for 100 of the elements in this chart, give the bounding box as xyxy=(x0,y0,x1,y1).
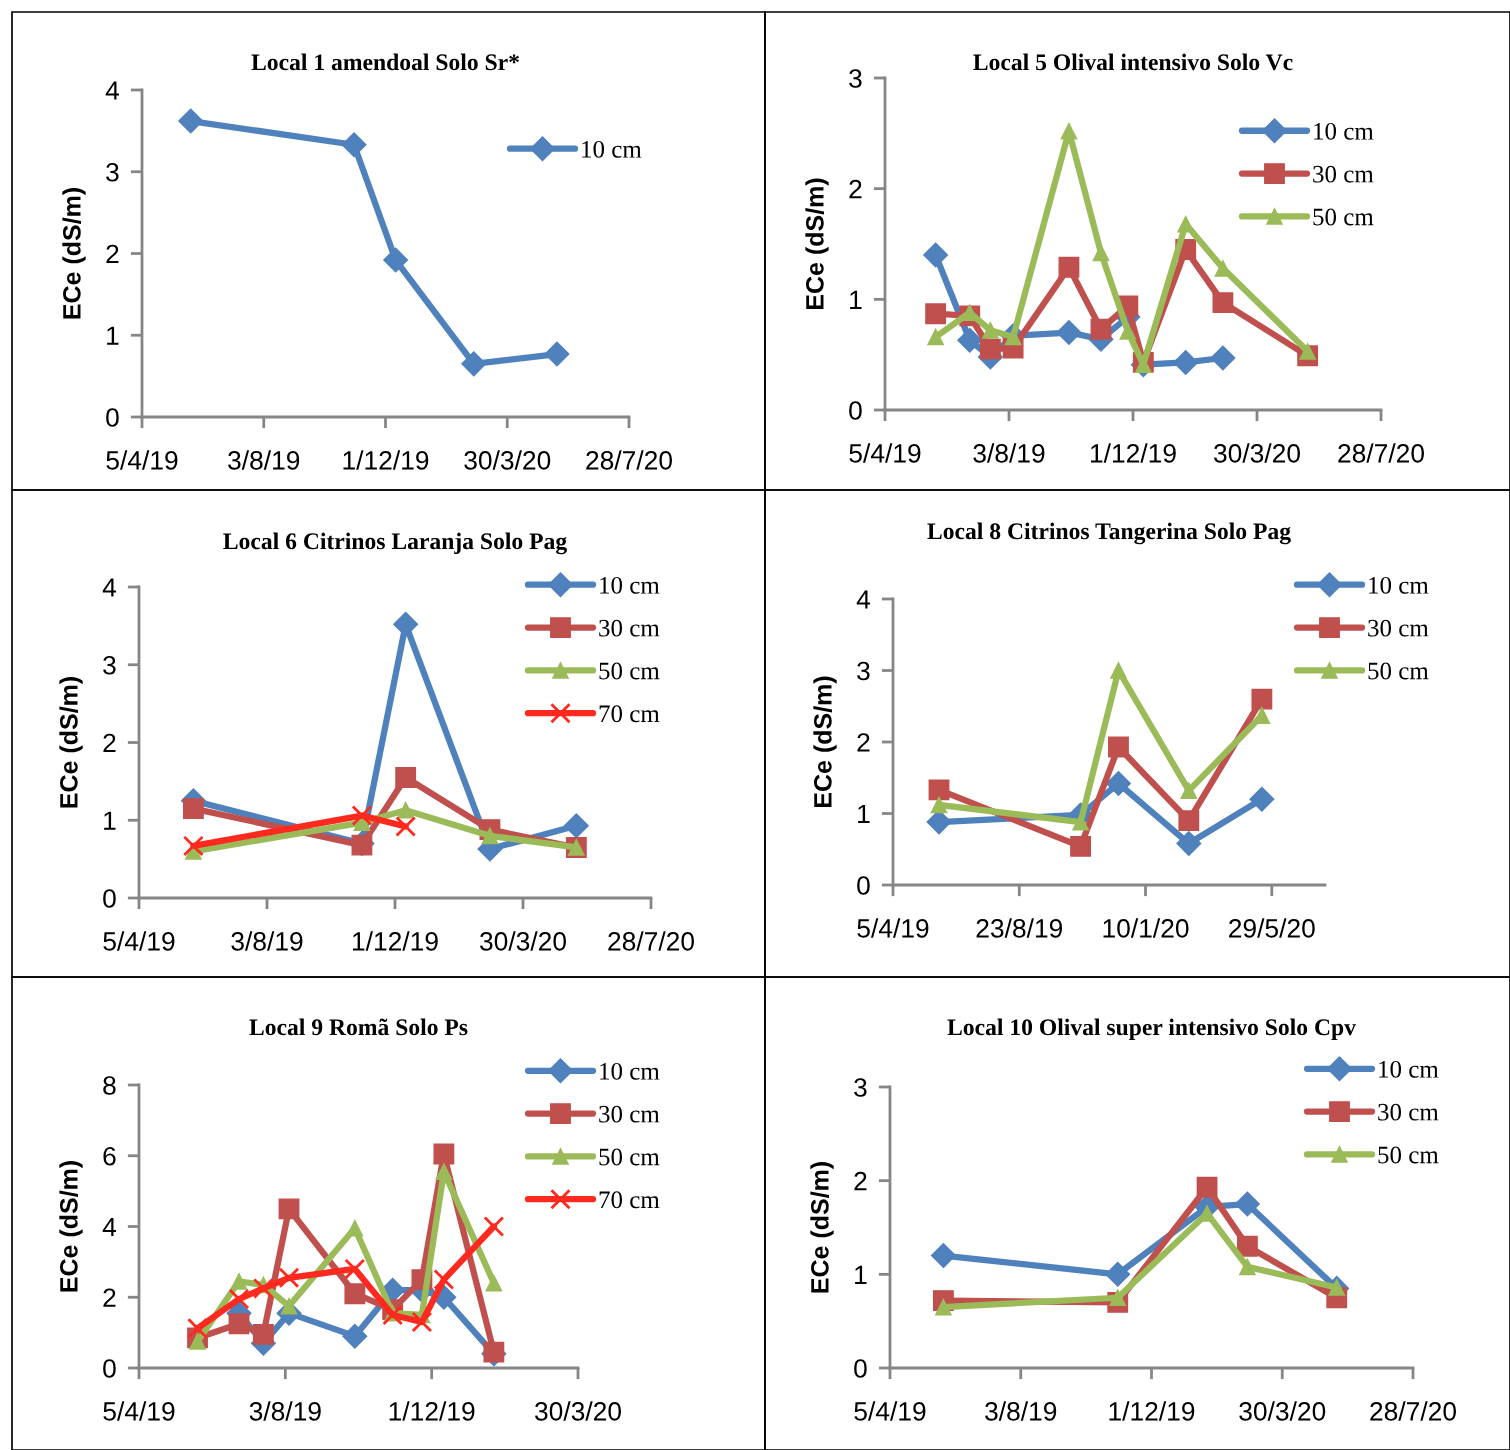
point xyxy=(1249,786,1275,812)
x-tick-label: 29/5/20 xyxy=(1229,918,1315,938)
x-tick-label: 1/12/19 xyxy=(352,931,438,951)
point xyxy=(230,1272,248,1290)
point xyxy=(344,1283,366,1305)
point xyxy=(278,1198,300,1220)
y-tick-label: 4 xyxy=(105,81,120,100)
x-tick-label: 5/4/19 xyxy=(849,443,921,463)
point xyxy=(1060,122,1078,140)
point xyxy=(461,351,487,377)
x-tick-label: 3/8/19 xyxy=(985,1401,1057,1421)
x-tick-label: 3/8/19 xyxy=(228,450,300,470)
point xyxy=(395,816,417,837)
legend-label: 50 cm xyxy=(599,1148,660,1166)
point xyxy=(957,327,983,353)
x-tick-label: 5/4/19 xyxy=(106,450,178,470)
x-tick-label: 1/12/19 xyxy=(389,1401,475,1421)
point xyxy=(187,1317,208,1339)
point xyxy=(393,611,419,637)
legend-label: 30 cm xyxy=(599,1105,660,1123)
legend-label: 50 cm xyxy=(1313,208,1374,226)
point xyxy=(278,1267,300,1289)
chart-title: Local 6 Citrinos Laranja Solo Pag xyxy=(223,532,567,555)
legend-label: 50 cm xyxy=(599,662,660,680)
legend-label: 10 cm xyxy=(600,1062,660,1080)
legend-label: 30 cm xyxy=(1378,1103,1439,1121)
point xyxy=(1176,831,1202,857)
point xyxy=(935,1298,952,1316)
y-tick-label: 4 xyxy=(102,578,117,597)
y-tick-label: 0 xyxy=(103,889,116,908)
point xyxy=(346,1219,364,1237)
point xyxy=(928,779,950,801)
x-tick-label: 5/4/19 xyxy=(857,918,929,938)
legend-label: 30 cm xyxy=(1368,619,1429,637)
point xyxy=(228,1288,250,1310)
x-tick-label: 28/7/20 xyxy=(608,931,694,951)
y-axis-title: ECe (dS/m) xyxy=(59,677,83,808)
y-tick-label: 2 xyxy=(103,1288,116,1307)
point xyxy=(923,242,949,268)
x-tick-label: 5/4/19 xyxy=(854,1401,926,1421)
chart-title: Local 10 Olival super intensivo Solo Cpv xyxy=(947,1018,1356,1041)
point xyxy=(341,132,367,158)
chart-title: Local 1 amendoal Solo Sr* xyxy=(251,53,519,71)
x-tick-label: 1/12/19 xyxy=(1090,443,1176,463)
point xyxy=(351,805,373,826)
point xyxy=(344,1258,366,1280)
point xyxy=(411,1311,433,1333)
y-tick-label: 0 xyxy=(854,1359,867,1378)
point xyxy=(483,1341,505,1363)
x-tick-label: 28/7/20 xyxy=(1370,1401,1456,1421)
point xyxy=(280,1297,298,1315)
point xyxy=(1178,810,1200,832)
point xyxy=(178,108,204,134)
x-tick-label: 5/4/19 xyxy=(103,1401,175,1421)
point xyxy=(979,338,1001,360)
point xyxy=(930,1243,956,1269)
point xyxy=(563,813,589,839)
y-tick-label: 0 xyxy=(857,876,870,895)
point xyxy=(927,328,944,346)
point xyxy=(1210,345,1236,371)
y-tick-label: 3 xyxy=(103,655,116,675)
point xyxy=(1239,1258,1256,1276)
point xyxy=(481,827,499,845)
x-tick-label: 10/1/20 xyxy=(1103,918,1189,938)
chart-title: Local 5 Olival intensivo Solo Vc xyxy=(973,53,1293,71)
point xyxy=(182,798,204,820)
legend-label: 50 cm xyxy=(1368,662,1429,680)
y-tick-label: 1 xyxy=(104,811,116,830)
point xyxy=(395,767,417,788)
point xyxy=(435,1163,453,1181)
y-tick-label: 0 xyxy=(103,1359,116,1378)
y-tick-label: 0 xyxy=(849,401,862,420)
x-tick-label: 30/3/20 xyxy=(1239,1401,1326,1421)
legend-label: 70 cm xyxy=(599,705,660,723)
point xyxy=(1004,328,1022,346)
y-tick-label: 4 xyxy=(102,1217,117,1237)
y-tick-label: 3 xyxy=(106,162,119,182)
y-tick-label: 3 xyxy=(849,69,862,88)
x-tick-label: 3/8/19 xyxy=(249,1401,321,1421)
y-axis-title: ECe (dS/m) xyxy=(810,1162,834,1293)
point xyxy=(1110,662,1127,679)
point xyxy=(397,801,415,819)
point xyxy=(383,247,409,273)
legend-label: 70 cm xyxy=(599,1191,660,1209)
point xyxy=(1236,1235,1258,1257)
x-tick-label: 30/3/20 xyxy=(534,1401,621,1421)
legend-label: 30 cm xyxy=(1313,165,1374,183)
y-axis-title: ECe (dS/m) xyxy=(805,178,829,309)
y-tick-label: 2 xyxy=(857,733,870,752)
y-tick-label: 1 xyxy=(858,804,870,824)
point xyxy=(1173,349,1199,375)
x-tick-label: 23/8/19 xyxy=(976,918,1063,938)
point xyxy=(982,321,999,339)
point xyxy=(1092,244,1110,262)
y-tick-label: 1 xyxy=(107,326,119,345)
point xyxy=(1180,782,1198,799)
point xyxy=(1234,1191,1260,1217)
y-tick-label: 8 xyxy=(103,1076,116,1095)
y-axis-title: ECe (dS/m) xyxy=(62,188,86,319)
point xyxy=(1105,1261,1131,1287)
